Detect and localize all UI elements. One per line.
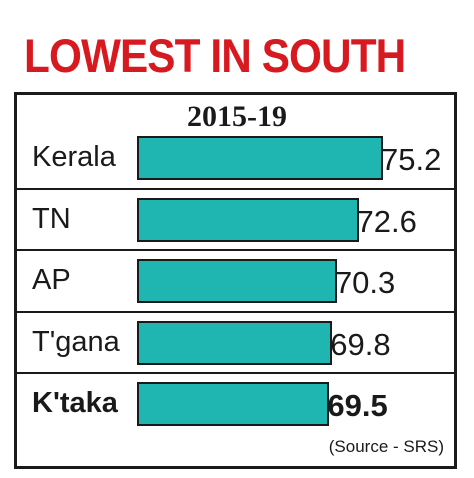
bar — [137, 320, 333, 365]
row-divider — [17, 187, 454, 190]
bar — [137, 259, 337, 303]
row-divider — [17, 310, 454, 313]
value-label: 75.2 — [381, 142, 442, 177]
category-label: Kerala — [32, 141, 116, 173]
category-label: T'gana — [32, 325, 120, 358]
row-divider — [17, 249, 454, 251]
category-label: K'taka — [32, 387, 118, 419]
bar — [137, 382, 330, 426]
value-label: 69.8 — [330, 326, 391, 362]
chart-subtitle: 2015-19 — [187, 100, 287, 133]
value-label: 72.6 — [356, 203, 417, 239]
value-label: 69.5 — [327, 388, 388, 423]
row-divider — [17, 372, 454, 374]
category-label: TN — [32, 202, 71, 235]
chart-title: LOWEST IN SOUTH — [24, 29, 406, 82]
source-note: (Source - SRS) — [328, 437, 444, 456]
value-label: 70.3 — [334, 265, 396, 300]
bar — [137, 197, 359, 242]
category-label: AP — [32, 264, 71, 296]
bar — [137, 136, 383, 180]
